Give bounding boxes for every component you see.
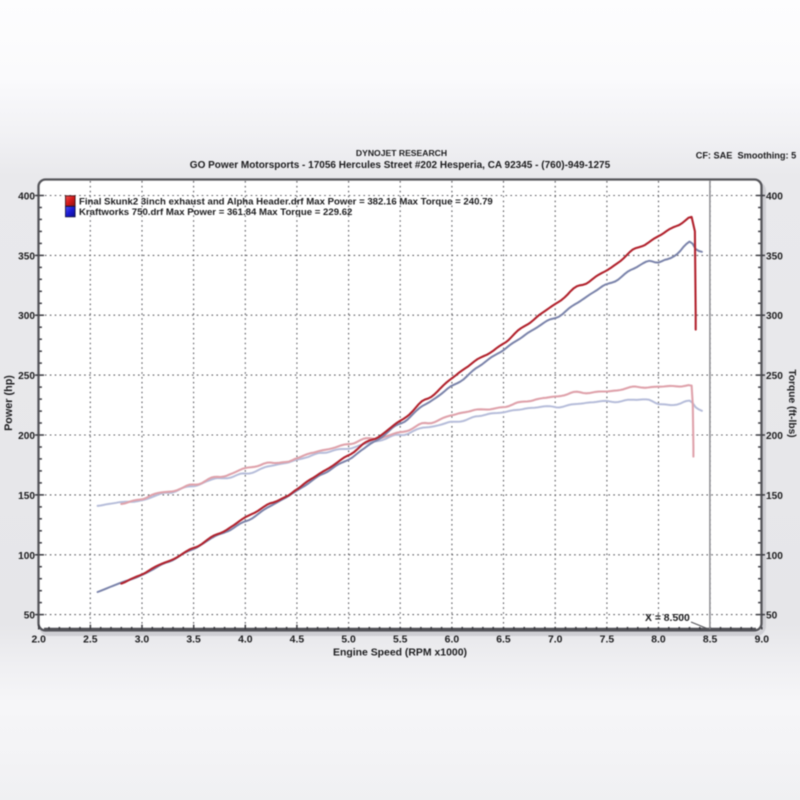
- svg-text:7.5: 7.5: [600, 634, 615, 645]
- svg-text:Final Skunk2 3inch exhaust and: Final Skunk2 3inch exhaust and Alpha Hea…: [79, 197, 493, 208]
- svg-text:200: 200: [18, 431, 35, 442]
- svg-text:9.0: 9.0: [755, 634, 770, 645]
- svg-text:50: 50: [24, 611, 36, 622]
- svg-text:150: 150: [18, 491, 35, 502]
- svg-text:8.5: 8.5: [703, 634, 718, 645]
- svg-text:50: 50: [766, 611, 778, 622]
- svg-text:Power (hp): Power (hp): [3, 375, 15, 431]
- svg-text:7.0: 7.0: [548, 634, 563, 645]
- svg-text:200: 200: [766, 431, 783, 442]
- svg-text:6.0: 6.0: [445, 634, 460, 645]
- svg-text:Torque (ft-lbs): Torque (ft-lbs): [786, 369, 797, 437]
- svg-text:DYNOJET RESEARCH: DYNOJET RESEARCH: [356, 148, 447, 158]
- svg-text:350: 350: [18, 251, 35, 262]
- svg-text:5.0: 5.0: [341, 634, 356, 645]
- svg-text:2.5: 2.5: [83, 634, 98, 645]
- svg-text:4.5: 4.5: [290, 634, 305, 645]
- svg-text:8.0: 8.0: [651, 634, 666, 645]
- svg-text:2.0: 2.0: [31, 634, 46, 645]
- svg-text:6.5: 6.5: [496, 634, 511, 645]
- svg-text:150: 150: [766, 491, 783, 502]
- svg-text:Kraftworks 750.drf Max Power =: Kraftworks 750.drf Max Power = 361.84 Ma…: [79, 207, 352, 218]
- svg-text:300: 300: [766, 311, 783, 322]
- svg-text:400: 400: [766, 192, 783, 203]
- svg-text:3.5: 3.5: [186, 634, 201, 645]
- svg-text:350: 350: [766, 251, 783, 262]
- svg-text:250: 250: [18, 371, 35, 382]
- svg-text:100: 100: [18, 551, 35, 562]
- svg-text:400: 400: [18, 192, 35, 203]
- svg-text:CF: SAE Smoothing: 5: CF: SAE Smoothing: 5: [696, 150, 797, 160]
- svg-text:250: 250: [766, 371, 783, 382]
- svg-text:5.5: 5.5: [393, 634, 408, 645]
- svg-text:300: 300: [18, 311, 35, 322]
- svg-text:100: 100: [766, 551, 783, 562]
- svg-text:X = 8.500: X = 8.500: [645, 613, 690, 624]
- svg-text:4.0: 4.0: [238, 634, 253, 645]
- svg-text:3.0: 3.0: [135, 634, 150, 645]
- svg-text:GO Power Motorsports - 17056 H: GO Power Motorsports - 17056 Hercules St…: [190, 160, 611, 171]
- svg-text:Engine Speed (RPM x1000): Engine Speed (RPM x1000): [333, 647, 467, 658]
